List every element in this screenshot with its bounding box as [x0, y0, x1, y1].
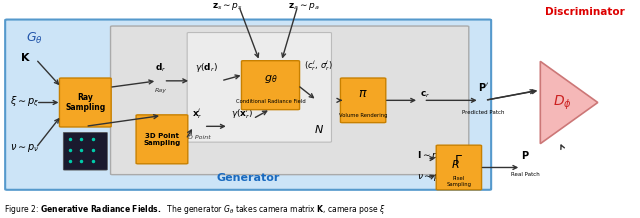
Text: Conditional Radiance Field: Conditional Radiance Field — [236, 99, 305, 104]
FancyBboxPatch shape — [436, 145, 481, 190]
FancyBboxPatch shape — [136, 115, 188, 164]
FancyBboxPatch shape — [241, 61, 300, 110]
Text: $D_\phi$: $D_\phi$ — [553, 93, 572, 112]
FancyBboxPatch shape — [60, 78, 111, 127]
Text: Ray: Ray — [154, 89, 166, 94]
Text: $\pi$: $\pi$ — [358, 87, 368, 100]
Text: 3D Point
Sampling: 3D Point Sampling — [143, 133, 180, 146]
Text: $\Gamma$: $\Gamma$ — [454, 155, 463, 167]
FancyBboxPatch shape — [5, 20, 491, 190]
Text: $\xi \sim p_\xi$: $\xi \sim p_\xi$ — [10, 94, 40, 109]
Text: R: R — [451, 160, 460, 170]
Text: Predicted Patch: Predicted Patch — [462, 110, 505, 115]
Text: Pixel
Sampling: Pixel Sampling — [446, 176, 472, 187]
Text: $\gamma(\mathbf{d}_r)$: $\gamma(\mathbf{d}_r)$ — [195, 61, 218, 74]
Text: $\nu \sim p_\nu$: $\nu \sim p_\nu$ — [417, 172, 444, 183]
FancyBboxPatch shape — [63, 132, 108, 170]
Text: $\gamma(\mathbf{x}_r^i)$: $\gamma(\mathbf{x}_r^i)$ — [231, 106, 253, 121]
Text: $\mathbf{d}_r$: $\mathbf{d}_r$ — [155, 62, 166, 74]
Text: Figure 2: $\mathbf{Generative\ Radiance\ Fields.}$  The generator $G_\theta$ tak: Figure 2: $\mathbf{Generative\ Radiance\… — [4, 203, 386, 216]
Text: $\mathbf{x}_r^i$: $\mathbf{x}_r^i$ — [192, 106, 203, 121]
Text: $\mathbf{I} \sim p_\mathcal{D}$: $\mathbf{I} \sim p_\mathcal{D}$ — [417, 149, 444, 162]
Text: $G_\theta$: $G_\theta$ — [26, 31, 43, 46]
Text: Real Patch: Real Patch — [511, 172, 540, 177]
Text: $\nu \sim p_\nu$: $\nu \sim p_\nu$ — [10, 142, 40, 154]
Text: Discriminator: Discriminator — [545, 7, 625, 17]
FancyBboxPatch shape — [187, 32, 332, 142]
Text: $g_\theta$: $g_\theta$ — [264, 73, 277, 85]
Text: Volume Rendering: Volume Rendering — [339, 113, 387, 118]
FancyBboxPatch shape — [340, 78, 386, 123]
Text: Ray
Sampling: Ray Sampling — [65, 93, 106, 112]
Text: $\mathbf{c}_r$: $\mathbf{c}_r$ — [420, 90, 431, 100]
Text: N: N — [315, 125, 323, 135]
Text: $(c_r^i,\,\sigma_r^i)$: $(c_r^i,\,\sigma_r^i)$ — [304, 58, 332, 73]
FancyBboxPatch shape — [111, 26, 468, 175]
Text: $\mathbf{z}_s \sim p_s$: $\mathbf{z}_s \sim p_s$ — [212, 1, 243, 12]
Polygon shape — [540, 61, 598, 144]
Text: $\mathbf{P}$: $\mathbf{P}$ — [521, 149, 530, 161]
Text: 3D Point: 3D Point — [184, 135, 211, 140]
Text: $\mathbf{K}$: $\mathbf{K}$ — [20, 51, 30, 63]
Text: Generator: Generator — [216, 173, 280, 183]
Text: $\mathbf{P'}$: $\mathbf{P'}$ — [478, 81, 489, 93]
Text: $\mathbf{z}_a \sim p_a$: $\mathbf{z}_a \sim p_a$ — [288, 1, 320, 12]
